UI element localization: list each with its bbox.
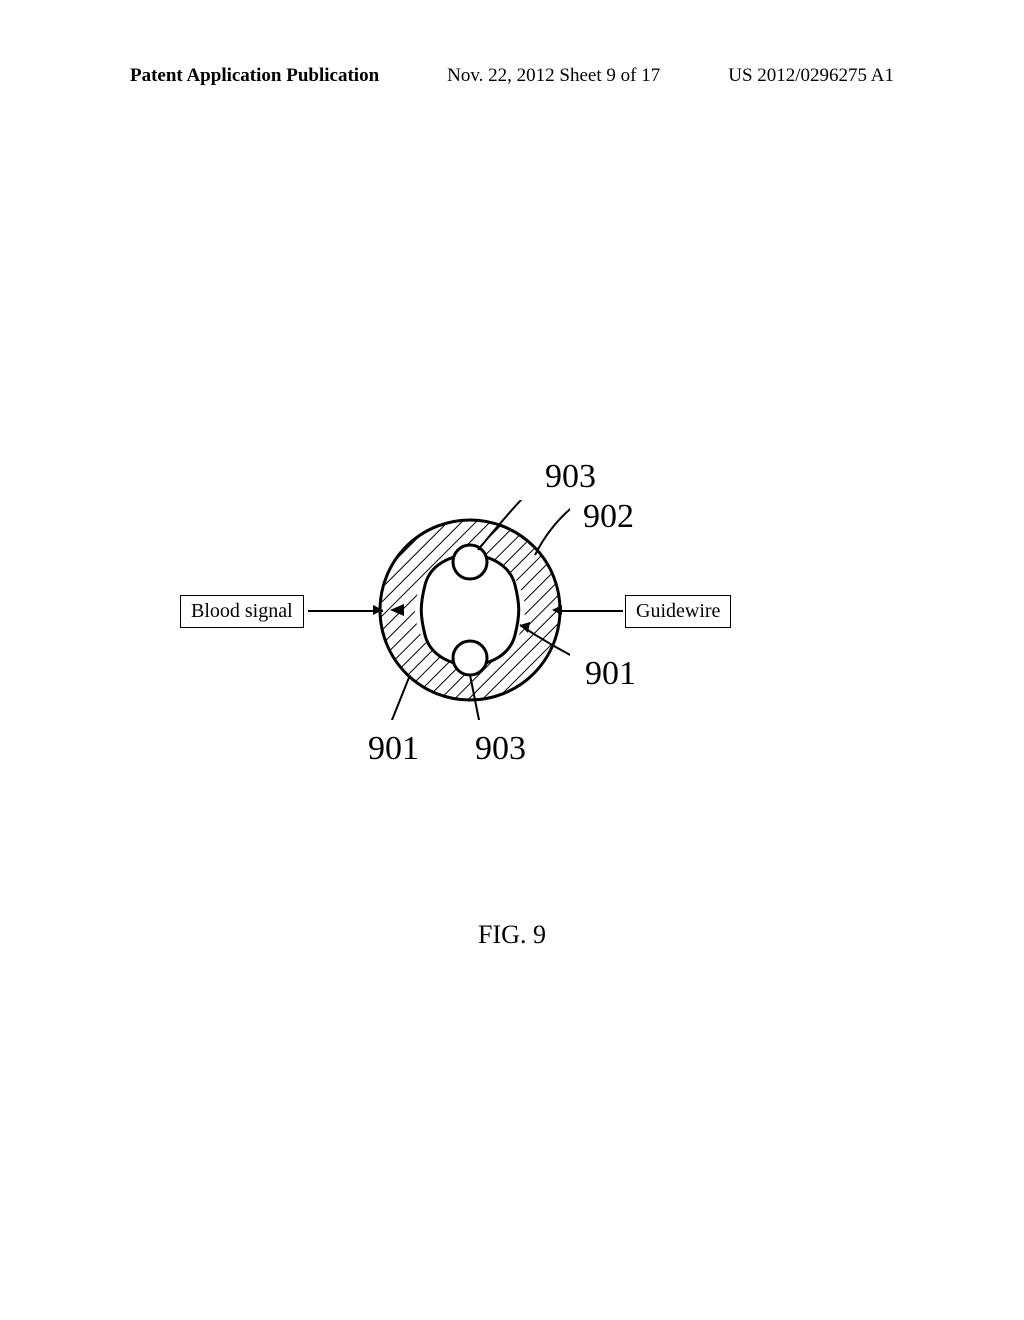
header-date-sheet: Nov. 22, 2012 Sheet 9 of 17 <box>447 65 660 87</box>
ref-901-left: 901 <box>368 730 419 768</box>
figure-9: Blood signal Guidewire <box>0 430 1024 930</box>
ref-903-bottom: 903 <box>475 730 526 768</box>
ref-903-top: 903 <box>545 458 596 496</box>
ref-902: 902 <box>583 498 634 536</box>
blood-signal-label: Blood signal <box>180 595 304 628</box>
header-publication: Patent Application Publication <box>130 65 379 87</box>
header-pub-number: US 2012/0296275 A1 <box>728 65 894 87</box>
guidewire-label: Guidewire <box>625 595 731 628</box>
ref-901-right: 901 <box>585 655 636 693</box>
figure-caption: FIG. 9 <box>0 920 1024 950</box>
cross-section-svg <box>370 500 570 720</box>
